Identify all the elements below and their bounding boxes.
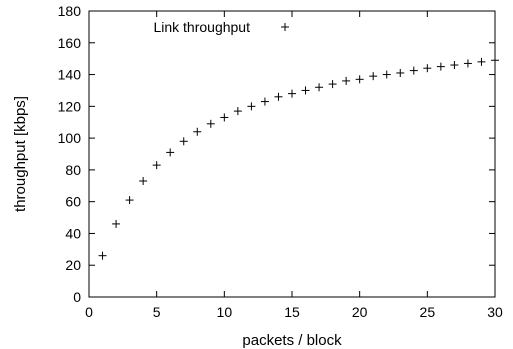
data-point (206, 119, 215, 128)
y-axis-label: throughput [kbps] (12, 96, 29, 212)
y-tick-label: 140 (58, 67, 82, 83)
y-tick-label: 20 (65, 257, 81, 273)
data-point (193, 127, 202, 136)
tick-labels: 0 5 10 15 20 25 30 0 20 40 60 80 100 120 140 160 180 (58, 3, 503, 320)
data-point (98, 251, 107, 260)
data-point (369, 72, 378, 81)
data-point (233, 107, 242, 116)
plot-frame (88, 10, 496, 298)
x-tick-label: 30 (487, 304, 503, 320)
x-tick-label: 20 (352, 304, 368, 320)
data-point (288, 89, 296, 98)
data-point (166, 148, 175, 157)
data-point (355, 75, 364, 84)
y-tick-label: 100 (58, 130, 82, 146)
data-points (98, 56, 499, 260)
y-tick-label: 80 (65, 162, 81, 178)
data-point (152, 161, 161, 170)
data-point (396, 68, 405, 77)
data-point (382, 70, 391, 79)
data-point (179, 137, 188, 146)
data-point (450, 61, 459, 70)
data-point (342, 76, 351, 85)
data-point (125, 196, 134, 205)
data-point (274, 92, 283, 101)
x-tick-label: 25 (420, 304, 436, 320)
data-point (423, 64, 432, 73)
x-axis-label: packets / block (242, 332, 342, 349)
data-point (247, 102, 256, 111)
legend-label: Link throughput (153, 19, 250, 35)
x-tick-label: 10 (217, 304, 233, 320)
data-point (260, 97, 269, 106)
x-tick-label: 5 (153, 304, 161, 320)
y-tick-label: 160 (58, 35, 82, 51)
data-point (315, 83, 324, 92)
y-tick-label: 180 (58, 3, 82, 19)
x-tick-label: 15 (284, 304, 300, 320)
axis-ticks (88, 10, 496, 298)
data-point (112, 219, 121, 228)
data-point (139, 177, 148, 186)
data-point (409, 66, 418, 75)
data-point (463, 59, 472, 68)
x-tick-label: 0 (85, 304, 93, 320)
legend-marker (281, 23, 289, 31)
legend-plus-marker (281, 23, 289, 31)
y-tick-label: 60 (65, 194, 81, 210)
data-point (436, 62, 445, 71)
data-point (301, 86, 310, 95)
y-tick-label: 120 (58, 98, 82, 114)
legend: Link throughput (153, 19, 289, 35)
data-point (491, 56, 499, 65)
data-point (220, 113, 229, 122)
y-tick-label: 40 (65, 225, 81, 241)
data-point (328, 80, 337, 89)
y-tick-label: 0 (73, 289, 81, 305)
data-point (477, 57, 486, 66)
